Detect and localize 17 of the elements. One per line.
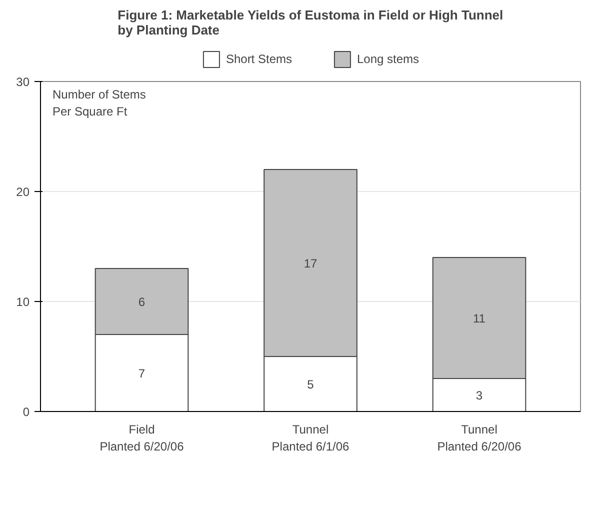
data-label: 6	[138, 295, 146, 309]
x-tick-label: Tunnel Planted 6/20/06	[437, 422, 522, 454]
y-axis-title: Number of Stems Per Square Ft	[52, 88, 146, 118]
y-tick-label: 10	[16, 295, 30, 309]
data-label: 5	[307, 378, 314, 392]
chart-title: Figure 1: Marketable Yields of Eustoma in Field or High Tunnel by Planting Date	[118, 8, 504, 38]
y-tick-label: 30	[16, 75, 30, 89]
legend-label: Short Stems	[226, 52, 292, 66]
y-tick-label: 20	[16, 185, 30, 199]
data-label: 3	[476, 388, 483, 402]
data-label: 11	[473, 312, 486, 326]
x-tick-label: Field Planted 6/20/06	[100, 422, 184, 454]
y-tick-label: 0	[22, 405, 30, 419]
x-tick-label: Tunnel Planted 6/1/06	[272, 422, 350, 454]
data-label: 17	[304, 256, 318, 270]
data-label: 7	[138, 366, 146, 380]
legend-label: Long stems	[356, 52, 420, 66]
